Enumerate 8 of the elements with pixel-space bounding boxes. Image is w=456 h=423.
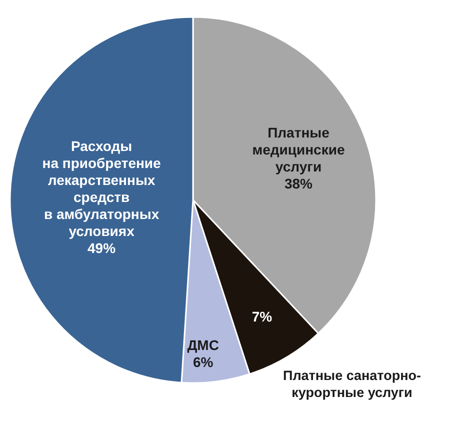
slice-label: Расходы на приобретение лекарственных средств в амбулаторных условиях (42, 138, 162, 240)
slice-label: Платные медицинские услуги (252, 124, 345, 175)
data-label: 49% (88, 240, 116, 256)
slice-label: ДМС (187, 336, 219, 353)
data-label: 7% (252, 308, 273, 325)
slice-label: Платные санаторно- курортные услуги (282, 368, 422, 400)
data-label: 38% (284, 176, 314, 192)
data-label: 6% (192, 354, 214, 370)
